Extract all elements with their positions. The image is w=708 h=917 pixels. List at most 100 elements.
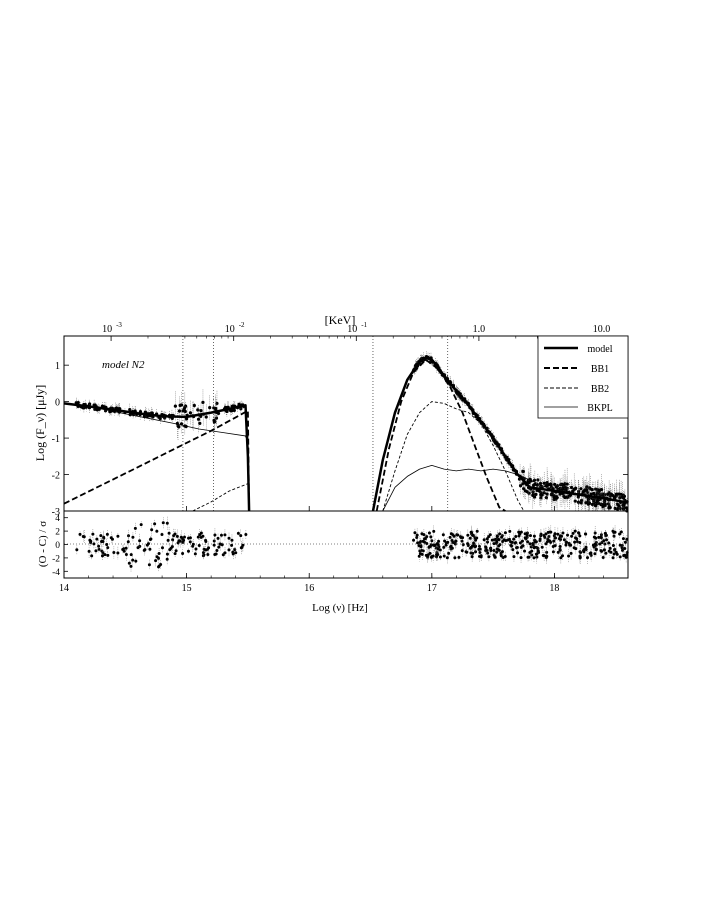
- residual-point: [593, 531, 597, 535]
- residual-point: [508, 529, 512, 533]
- residual-point: [432, 529, 436, 533]
- data-point: [523, 489, 528, 493]
- residual-point: [535, 555, 539, 559]
- residual-point: [625, 537, 629, 541]
- residual-point: [147, 563, 151, 567]
- residual-point: [213, 533, 217, 537]
- series-line-bb1: [375, 358, 506, 512]
- residual-point: [459, 535, 463, 539]
- residual-point: [155, 555, 159, 559]
- residual-point: [529, 545, 533, 549]
- data-point: [173, 404, 177, 408]
- residual-point: [474, 538, 478, 542]
- residual-point: [181, 551, 185, 555]
- data-point: [587, 486, 592, 490]
- residual-point: [548, 539, 552, 543]
- residual-point: [201, 554, 205, 558]
- residual-point: [603, 542, 607, 546]
- residual-point: [99, 534, 103, 538]
- residual-point: [495, 535, 499, 539]
- residual-ytick-label: 4: [55, 514, 60, 524]
- residual-point: [515, 546, 519, 550]
- data-point: [216, 411, 221, 416]
- residual-point: [594, 536, 598, 540]
- data-point: [196, 417, 201, 421]
- top-tick-label: 10: [102, 324, 112, 335]
- residual-point: [519, 556, 523, 560]
- residual-point: [475, 529, 479, 533]
- data-point: [198, 421, 202, 425]
- xtick-label: 16: [304, 583, 314, 594]
- residual-point: [219, 533, 223, 537]
- series-line-model: [63, 402, 251, 512]
- residual-point: [148, 547, 152, 551]
- residual-point: [452, 541, 456, 545]
- vertical-lines: [182, 336, 449, 511]
- residual-point: [413, 531, 417, 535]
- residual-point: [166, 538, 170, 542]
- residual-point: [571, 531, 575, 535]
- data-point: [223, 405, 228, 409]
- residual-point: [611, 556, 615, 560]
- residual-point: [503, 531, 507, 535]
- residual-point: [514, 541, 518, 545]
- residual-point: [97, 544, 101, 548]
- residual-point: [78, 532, 82, 536]
- data-point: [230, 409, 234, 413]
- residual-point: [621, 537, 625, 541]
- residual-point: [579, 550, 583, 554]
- residual-point: [139, 523, 143, 527]
- residual-point: [91, 532, 95, 536]
- residual-point: [461, 543, 465, 547]
- residual-point: [448, 535, 452, 539]
- data-point: [617, 504, 621, 508]
- model-annotation: model N2: [102, 359, 145, 371]
- residual-point: [204, 539, 208, 543]
- residual-point: [155, 529, 159, 533]
- residual-point: [536, 549, 540, 553]
- residual-point: [495, 547, 499, 551]
- residual-point: [457, 555, 461, 559]
- legend-box: [537, 335, 629, 419]
- residual-point: [478, 547, 482, 551]
- residual-point: [106, 546, 110, 550]
- series-line-model: [371, 356, 629, 512]
- residual-point: [561, 531, 565, 535]
- residual-point: [556, 532, 560, 536]
- residual-point: [244, 533, 248, 537]
- residual-point: [223, 533, 227, 537]
- residual-point: [160, 532, 164, 536]
- residual-point: [559, 556, 563, 560]
- residual-point: [600, 549, 604, 553]
- residual-point: [101, 551, 105, 555]
- data-point: [590, 502, 594, 507]
- residual-point: [597, 535, 601, 539]
- data-point: [565, 482, 569, 486]
- xtick-label: 17: [427, 583, 437, 594]
- data-point: [527, 480, 531, 485]
- residual-point: [143, 548, 147, 552]
- data-point: [196, 408, 200, 412]
- residual-point: [182, 538, 186, 542]
- residual-point: [533, 540, 537, 544]
- residual-point: [507, 537, 511, 541]
- residual-point: [82, 535, 86, 539]
- residual-point: [179, 535, 183, 539]
- residual-point: [516, 551, 520, 555]
- residual-point: [497, 544, 501, 548]
- residual-point: [116, 551, 120, 555]
- residual-point: [602, 539, 606, 543]
- series-line-bb2: [192, 483, 249, 512]
- residual-ytick-label: 2: [55, 528, 60, 538]
- residual-point: [486, 551, 490, 555]
- residual-point: [604, 551, 608, 555]
- residual-point: [420, 532, 424, 536]
- xtick-label: 14: [59, 583, 69, 594]
- data-point: [179, 403, 184, 407]
- residual-point: [484, 549, 488, 553]
- residual-point: [544, 542, 548, 546]
- residual-point: [154, 559, 158, 563]
- data-point: [544, 496, 549, 500]
- data-point: [590, 487, 594, 492]
- residual-point: [573, 529, 577, 533]
